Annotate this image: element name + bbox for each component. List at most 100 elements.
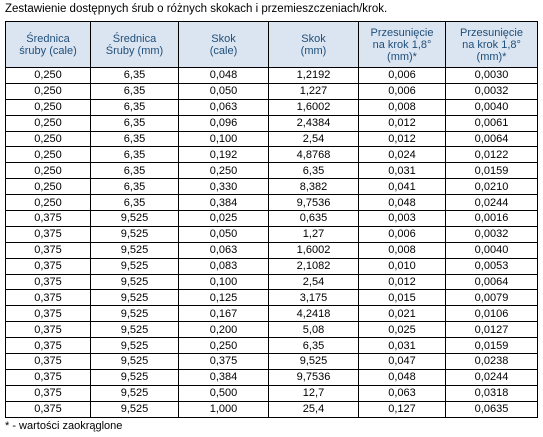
table-row: 0,375 9,525 0,083 2,1082 0,010 0,0053 (5, 257, 538, 275)
table-cell: 0,375 (5, 257, 91, 275)
table-cell: 0,330 (178, 178, 269, 196)
table-cell: 6,35 (90, 82, 179, 100)
header-row: Średnica śruby (cale) Średnica Śruby (mm) Sk… (5, 21, 538, 68)
table-cell: 0,0159 (445, 162, 538, 180)
table-cell: 5,08 (268, 321, 359, 339)
table-cell: 9,525 (268, 353, 359, 370)
header-cell: Średnica Śruby (mm) (90, 21, 179, 68)
table: Średnica śruby (cale) Średnica Śruby (mm) Sk… (5, 21, 538, 418)
header-line: (mm) (300, 44, 327, 57)
table-cell: 6,35 (90, 130, 179, 148)
table-cell: 6,35 (90, 98, 179, 116)
table-cell: 0,100 (178, 273, 269, 291)
table-cell: 4,2418 (268, 305, 359, 323)
table-cell: 2,1082 (268, 257, 359, 275)
table-cell: 9,525 (90, 289, 179, 307)
table-cell: 0,0032 (445, 82, 538, 100)
header-cell: Średnica śruby (cale) (5, 21, 91, 68)
table-cell: 0,0030 (445, 67, 538, 84)
table-cell: 0,125 (178, 289, 269, 307)
header-cell: Przesunięcie na krok 1,8° (mm)* (358, 21, 446, 68)
table-cell: 0,375 (5, 241, 91, 259)
table-cell: 0,192 (178, 146, 269, 164)
table-cell: 0,048 (178, 67, 269, 84)
table-cell: 1,227 (268, 82, 359, 100)
table-cell: 9,525 (90, 305, 179, 323)
table-cell: 0,063 (178, 98, 269, 116)
table-cell: 0,200 (178, 321, 269, 339)
table-cell: 0,096 (178, 114, 269, 132)
table-cell: 12,7 (268, 384, 359, 402)
title: Zestawienie dostępnych śrub o różnych sk… (5, 3, 388, 15)
header-line: Śruby (mm) (105, 44, 164, 57)
table-cell: 6,35 (268, 162, 359, 180)
table-cell: 0,250 (5, 162, 91, 180)
table-cell: 0,0040 (445, 241, 538, 259)
table-cell: 0,047 (358, 353, 446, 370)
table-cell: 1,27 (268, 225, 359, 243)
table-cell: 0,083 (178, 257, 269, 275)
header-cell: Skok (mm) (268, 21, 359, 68)
table-row: 0,375 9,525 0,500 12,7 0,063 0,0318 (5, 384, 538, 402)
table-cell: 2,54 (268, 273, 359, 291)
table-row: 0,375 9,525 0,384 9,7536 0,048 0,0244 (5, 368, 538, 386)
table-row: 0,375 9,525 0,375 9,525 0,047 0,0238 (5, 353, 538, 370)
table-row: 0,250 6,35 0,048 1,2192 0,006 0,0030 (5, 67, 538, 84)
table-cell: 4,8768 (268, 146, 359, 164)
header-line: Skok (301, 32, 326, 45)
table-cell: 1,000 (178, 400, 269, 418)
table-cell: 25,4 (268, 400, 359, 418)
table-cell: 0,384 (178, 368, 269, 386)
table-cell: 6,35 (90, 146, 179, 164)
table-row: 0,375 9,525 0,100 2,54 0,012 0,0064 (5, 273, 538, 291)
table-row: 0,250 6,35 0,384 9,7536 0,048 0,0244 (5, 194, 538, 212)
table-cell: 9,7536 (268, 194, 359, 212)
table-row: 0,375 9,525 0,250 6,35 0,031 0,0159 (5, 337, 538, 355)
table-cell: 0,0122 (445, 146, 538, 164)
table-cell: 2,54 (268, 130, 359, 148)
table-cell: 0,375 (5, 289, 91, 307)
table-cell: 9,525 (90, 400, 179, 418)
table-row: 0,250 6,35 0,330 8,382 0,041 0,0210 (5, 178, 538, 196)
header-line: na krok 1,8° (462, 38, 521, 51)
table-cell: 0,250 (5, 178, 91, 196)
table-cell: 0,024 (358, 146, 446, 164)
table-cell: 0,063 (358, 384, 446, 402)
table-row: 0,375 9,525 0,167 4,2418 0,021 0,0106 (5, 305, 538, 323)
table-cell: 8,382 (268, 178, 359, 196)
table-cell: 2,4384 (268, 114, 359, 132)
table-body: 0,250 6,35 0,048 1,2192 0,006 0,0030 0,250 6,35… (5, 67, 538, 418)
table-cell: 0,0064 (445, 130, 538, 148)
table-cell: 0,635 (268, 210, 359, 227)
table-cell: 0,250 (178, 337, 269, 355)
header-line: Skok (211, 32, 236, 45)
table-cell: 0,375 (5, 305, 91, 323)
table-cell: 0,031 (358, 337, 446, 355)
table-cell: 6,35 (90, 194, 179, 212)
table-cell: 1,6002 (268, 241, 359, 259)
table-cell: 0,050 (178, 82, 269, 100)
header-line: na krok 1,8° (372, 38, 432, 51)
table-cell: 0,0635 (445, 400, 538, 418)
table-cell: 0,025 (178, 210, 269, 227)
table-cell: 0,010 (358, 257, 446, 275)
header-line: Przesunięcie (370, 26, 434, 39)
table-cell: 0,0053 (445, 257, 538, 275)
table-cell: 6,35 (90, 178, 179, 196)
table-cell: 0,050 (178, 225, 269, 243)
table-cell: 0,031 (358, 162, 446, 180)
table-cell: 0,250 (5, 82, 91, 100)
table-cell: 0,250 (5, 146, 91, 164)
table-row: 0,375 9,525 0,200 5,08 0,025 0,0127 (5, 321, 538, 339)
table-cell: 0,063 (178, 241, 269, 259)
table-cell: 6,35 (90, 67, 179, 84)
footnote: * - wartości zaokrąglone (5, 420, 123, 432)
table-cell: 9,525 (90, 273, 179, 291)
table-cell: 9,525 (90, 225, 179, 243)
table-cell: 0,012 (358, 273, 446, 291)
table-cell: 0,250 (5, 98, 91, 116)
table-cell: 0,041 (358, 178, 446, 196)
table-row: 0,250 6,35 0,100 2,54 0,012 0,0064 (5, 130, 538, 148)
table-cell: 0,127 (358, 400, 446, 418)
table-cell: 0,0210 (445, 178, 538, 196)
